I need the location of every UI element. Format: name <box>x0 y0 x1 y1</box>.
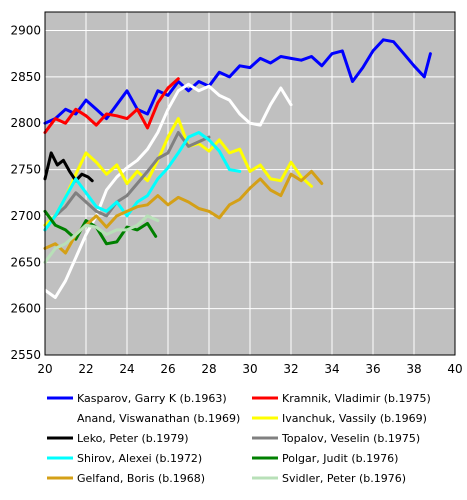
x-tick-label: 22 <box>78 362 93 376</box>
x-tick-label: 40 <box>447 362 462 376</box>
y-tick-label: 2850 <box>10 70 41 84</box>
x-tick-label: 24 <box>119 362 134 376</box>
x-tick-label: 36 <box>365 362 380 376</box>
legend-label-0: Kasparov, Garry K (b.1963) <box>77 392 227 405</box>
series-line-4 <box>43 151 94 183</box>
y-tick-label: 2900 <box>10 24 41 38</box>
y-tick-label: 2800 <box>10 116 41 130</box>
series-line-1 <box>43 77 180 134</box>
legend-label-1: Kramnik, Vladimir (b.1975) <box>282 392 431 405</box>
y-tick-label: 2750 <box>10 163 41 177</box>
x-tick-label: 30 <box>242 362 257 376</box>
x-tick-label: 20 <box>37 362 52 376</box>
legend-label-2: Anand, Viswanathan (b.1969) <box>77 412 240 425</box>
x-tick-label: 34 <box>324 362 339 376</box>
legend-label-5: Topalov, Veselin (b.1975) <box>281 432 420 445</box>
legend: Kasparov, Garry K (b.1963) Kramnik, Vladi… <box>47 392 431 485</box>
series-lines <box>43 38 432 299</box>
x-tick-label: 32 <box>283 362 298 376</box>
series-line-7 <box>43 209 158 246</box>
series-line-3 <box>43 117 313 227</box>
y-tick-label: 2600 <box>10 302 41 316</box>
x-tick-label: 28 <box>201 362 216 376</box>
y-tick-label: 2650 <box>10 255 41 269</box>
y-tick-label: 2700 <box>10 209 41 223</box>
series-line-8 <box>43 169 324 255</box>
x-tick-label: 38 <box>406 362 421 376</box>
series-line-9 <box>43 214 160 264</box>
legend-label-8: Gelfand, Boris (b.1968) <box>77 472 205 485</box>
y-tick-label: 2550 <box>10 348 41 362</box>
legend-label-3: Ivanchuk, Vassily (b.1969) <box>282 412 427 425</box>
x-tick-label: 26 <box>160 362 175 376</box>
series-line-2 <box>43 82 293 299</box>
plot-border <box>44 11 456 356</box>
axis-ticks: 20 22 24 26 28 30 32 34 36 38 40 2550 2600 2650 2700 27… <box>10 24 462 376</box>
series-line-5 <box>43 131 211 232</box>
series-line-6 <box>43 131 242 232</box>
legend-label-7: Polgar, Judit (b.1976) <box>282 452 398 465</box>
legend-label-4: Leko, Peter (b.1979) <box>77 432 189 445</box>
legend-label-9: Svidler, Peter (b.1976) <box>282 472 406 485</box>
legend-label-6: Shirov, Alexei (b.1972) <box>77 452 202 465</box>
